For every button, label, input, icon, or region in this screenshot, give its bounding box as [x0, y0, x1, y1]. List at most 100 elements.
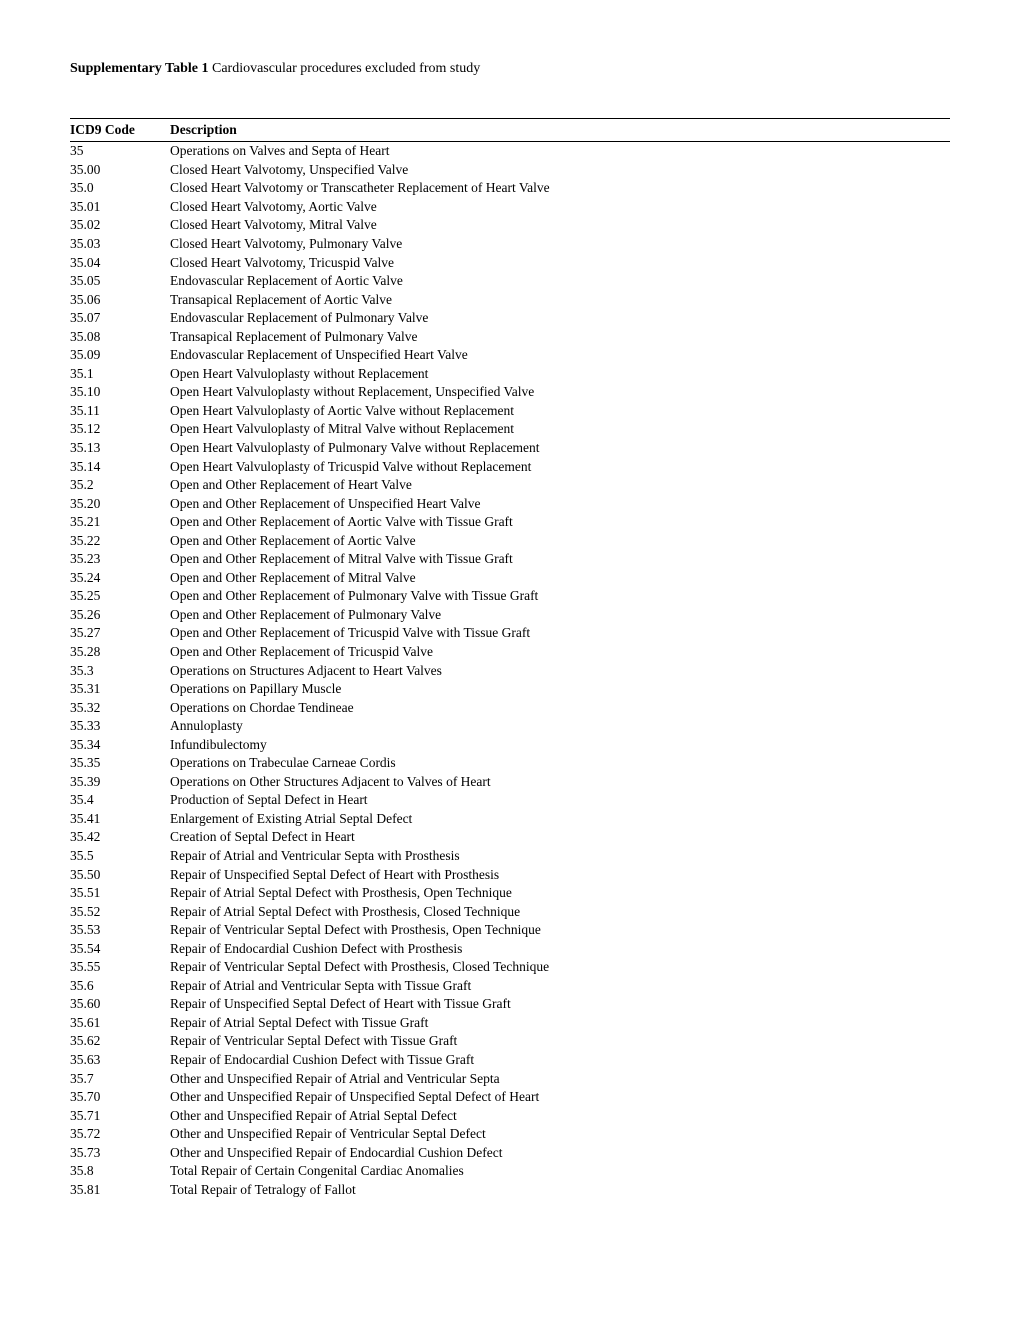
- description-cell: Repair of Ventricular Septal Defect with…: [170, 1032, 950, 1051]
- table-row: 35.06Transapical Replacement of Aortic V…: [70, 290, 950, 309]
- code-cell: 35.22: [70, 531, 170, 550]
- code-cell: 35.61: [70, 1013, 170, 1032]
- description-cell: Endovascular Replacement of Pulmonary Va…: [170, 309, 950, 328]
- code-cell: 35.6: [70, 976, 170, 995]
- table-row: 35.3Operations on Structures Adjacent to…: [70, 661, 950, 680]
- description-cell: Repair of Ventricular Septal Defect with…: [170, 921, 950, 940]
- table-row: 35.5Repair of Atrial and Ventricular Sep…: [70, 847, 950, 866]
- code-cell: 35.21: [70, 513, 170, 532]
- description-cell: Open and Other Replacement of Mitral Val…: [170, 550, 950, 569]
- code-cell: 35.73: [70, 1143, 170, 1162]
- table-row: 35.31Operations on Papillary Muscle: [70, 680, 950, 699]
- table-row: 35.2Open and Other Replacement of Heart …: [70, 476, 950, 495]
- code-cell: 35.71: [70, 1106, 170, 1125]
- code-cell: 35.09: [70, 346, 170, 365]
- code-cell: 35: [70, 141, 170, 160]
- code-cell: 35.1: [70, 364, 170, 383]
- title-bold-part: Supplementary Table 1: [70, 61, 208, 76]
- table-row: 35.11Open Heart Valvuloplasty of Aortic …: [70, 401, 950, 420]
- table-row: 35.55Repair of Ventricular Septal Defect…: [70, 958, 950, 977]
- table-row: 35.42Creation of Septal Defect in Heart: [70, 828, 950, 847]
- table-row: 35.12Open Heart Valvuloplasty of Mitral …: [70, 420, 950, 439]
- code-cell: 35.20: [70, 494, 170, 513]
- description-cell: Repair of Ventricular Septal Defect with…: [170, 958, 950, 977]
- code-cell: 35.42: [70, 828, 170, 847]
- table-row: 35.1Open Heart Valvuloplasty without Rep…: [70, 364, 950, 383]
- table-row: 35.8Total Repair of Certain Congenital C…: [70, 1162, 950, 1181]
- description-cell: Other and Unspecified Repair of Unspecif…: [170, 1088, 950, 1107]
- table-row: 35.72Other and Unspecified Repair of Ven…: [70, 1125, 950, 1144]
- table-row: 35.02Closed Heart Valvotomy, Mitral Valv…: [70, 216, 950, 235]
- description-cell: Total Repair of Certain Congenital Cardi…: [170, 1162, 950, 1181]
- code-cell: 35.32: [70, 698, 170, 717]
- description-cell: Open Heart Valvuloplasty of Pulmonary Va…: [170, 438, 950, 457]
- description-cell: Transapical Replacement of Pulmonary Val…: [170, 327, 950, 346]
- description-cell: Other and Unspecified Repair of Endocard…: [170, 1143, 950, 1162]
- code-cell: 35.04: [70, 253, 170, 272]
- code-cell: 35.54: [70, 939, 170, 958]
- description-cell: Closed Heart Valvotomy, Unspecified Valv…: [170, 160, 950, 179]
- table-row: 35.35Operations on Trabeculae Carneae Co…: [70, 754, 950, 773]
- description-cell: Repair of Atrial Septal Defect with Pros…: [170, 902, 950, 921]
- table-row: 35.14Open Heart Valvuloplasty of Tricusp…: [70, 457, 950, 476]
- code-cell: 35.81: [70, 1180, 170, 1199]
- table-row: 35.01Closed Heart Valvotomy, Aortic Valv…: [70, 197, 950, 216]
- table-row: 35.07Endovascular Replacement of Pulmona…: [70, 309, 950, 328]
- code-cell: 35.28: [70, 643, 170, 662]
- description-cell: Other and Unspecified Repair of Atrial S…: [170, 1106, 950, 1125]
- table-row: 35.21Open and Other Replacement of Aorti…: [70, 513, 950, 532]
- table-row: 35.0Closed Heart Valvotomy or Transcathe…: [70, 179, 950, 198]
- description-cell: Repair of Unspecified Septal Defect of H…: [170, 995, 950, 1014]
- description-cell: Repair of Atrial Septal Defect with Pros…: [170, 884, 950, 903]
- code-cell: 35.8: [70, 1162, 170, 1181]
- table-row: 35.05Endovascular Replacement of Aortic …: [70, 272, 950, 291]
- table-row: 35.54Repair of Endocardial Cushion Defec…: [70, 939, 950, 958]
- table-row: 35.09Endovascular Replacement of Unspeci…: [70, 346, 950, 365]
- description-cell: Open Heart Valvuloplasty without Replace…: [170, 383, 950, 402]
- code-cell: 35.53: [70, 921, 170, 940]
- code-cell: 35.23: [70, 550, 170, 569]
- table-row: 35.7Other and Unspecified Repair of Atri…: [70, 1069, 950, 1088]
- description-cell: Endovascular Replacement of Unspecified …: [170, 346, 950, 365]
- code-cell: 35.06: [70, 290, 170, 309]
- table-row: 35.51Repair of Atrial Septal Defect with…: [70, 884, 950, 903]
- code-cell: 35.14: [70, 457, 170, 476]
- code-cell: 35.07: [70, 309, 170, 328]
- description-cell: Other and Unspecified Repair of Ventricu…: [170, 1125, 950, 1144]
- description-cell: Open and Other Replacement of Pulmonary …: [170, 605, 950, 624]
- description-cell: Open and Other Replacement of Tricuspid …: [170, 643, 950, 662]
- table-row: 35.63Repair of Endocardial Cushion Defec…: [70, 1051, 950, 1070]
- code-cell: 35.02: [70, 216, 170, 235]
- code-cell: 35.72: [70, 1125, 170, 1144]
- table-row: 35.23Open and Other Replacement of Mitra…: [70, 550, 950, 569]
- table-row: 35.62Repair of Ventricular Septal Defect…: [70, 1032, 950, 1051]
- code-cell: 35.55: [70, 958, 170, 977]
- description-cell: Transapical Replacement of Aortic Valve: [170, 290, 950, 309]
- procedures-table: ICD9 Code Description 35Operations on Va…: [70, 118, 950, 1199]
- table-row: 35.13Open Heart Valvuloplasty of Pulmona…: [70, 438, 950, 457]
- code-cell: 35.51: [70, 884, 170, 903]
- table-row: 35.10Open Heart Valvuloplasty without Re…: [70, 383, 950, 402]
- description-cell: Open and Other Replacement of Mitral Val…: [170, 568, 950, 587]
- code-cell: 35.50: [70, 865, 170, 884]
- code-cell: 35.11: [70, 401, 170, 420]
- description-cell: Enlargement of Existing Atrial Septal De…: [170, 809, 950, 828]
- description-cell: Open and Other Replacement of Pulmonary …: [170, 587, 950, 606]
- code-cell: 35.33: [70, 717, 170, 736]
- header-description: Description: [170, 119, 950, 142]
- table-row: 35.08Transapical Replacement of Pulmonar…: [70, 327, 950, 346]
- table-row: 35.34Infundibulectomy: [70, 735, 950, 754]
- description-cell: Endovascular Replacement of Aortic Valve: [170, 272, 950, 291]
- description-cell: Open Heart Valvuloplasty without Replace…: [170, 364, 950, 383]
- table-row: 35.33Annuloplasty: [70, 717, 950, 736]
- table-row: 35.03Closed Heart Valvotomy, Pulmonary V…: [70, 234, 950, 253]
- description-cell: Other and Unspecified Repair of Atrial a…: [170, 1069, 950, 1088]
- description-cell: Operations on Valves and Septa of Heart: [170, 141, 950, 160]
- table-row: 35.70Other and Unspecified Repair of Uns…: [70, 1088, 950, 1107]
- table-row: 35.28Open and Other Replacement of Tricu…: [70, 643, 950, 662]
- description-cell: Production of Septal Defect in Heart: [170, 791, 950, 810]
- description-cell: Open Heart Valvuloplasty of Aortic Valve…: [170, 401, 950, 420]
- code-cell: 35.03: [70, 234, 170, 253]
- description-cell: Infundibulectomy: [170, 735, 950, 754]
- description-cell: Open and Other Replacement of Aortic Val…: [170, 513, 950, 532]
